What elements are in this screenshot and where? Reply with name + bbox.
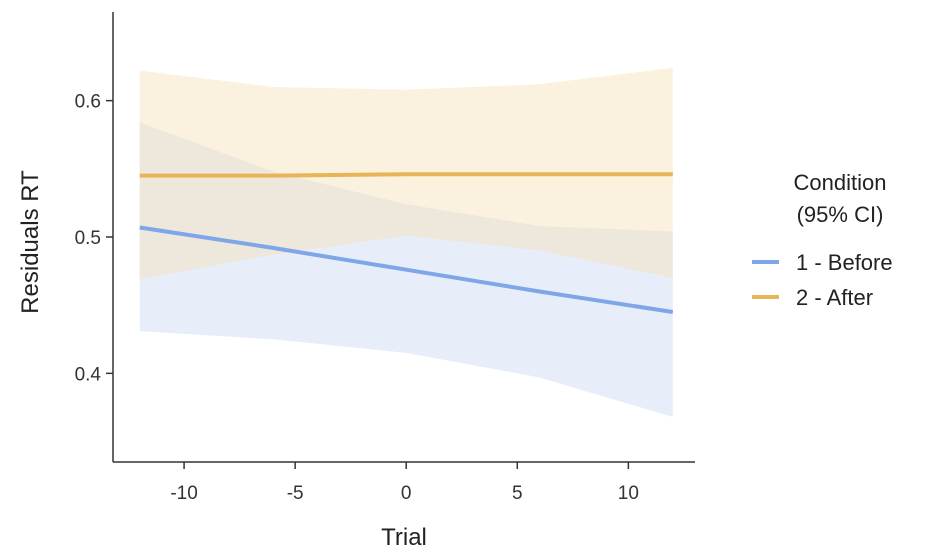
legend: Condition (95% CI) 1 - Before 2 - After [752, 170, 893, 310]
series-lines [139, 172, 674, 314]
legend-label-2: 2 - After [796, 285, 873, 310]
ci-ribbons [139, 67, 673, 417]
x-tick-label: -5 [287, 483, 304, 504]
series-line-1 [139, 225, 674, 314]
legend-title-line-2: (95% CI) [797, 202, 884, 227]
legend-title-line-1: Condition [794, 170, 887, 195]
x-ticks: -10 -5 0 5 10 [170, 462, 639, 504]
y-tick-label: 0.4 [75, 364, 102, 385]
y-tick-label: 0.6 [75, 92, 101, 113]
legend-label-1: 1 - Before [796, 250, 893, 275]
y-ticks: 0.4 0.5 0.6 [75, 92, 113, 385]
x-axis-title: Trial [381, 524, 427, 551]
x-tick-label: 5 [512, 483, 523, 504]
x-tick-label: 0 [401, 483, 412, 504]
series-line-2 [139, 172, 673, 178]
x-tick-label: -10 [170, 483, 197, 504]
x-tick-label: 10 [618, 483, 639, 504]
legend-items: 1 - Before 2 - After [752, 250, 893, 310]
y-axis-title: Residuals RT [17, 170, 44, 314]
y-tick-label: 0.5 [75, 228, 101, 249]
